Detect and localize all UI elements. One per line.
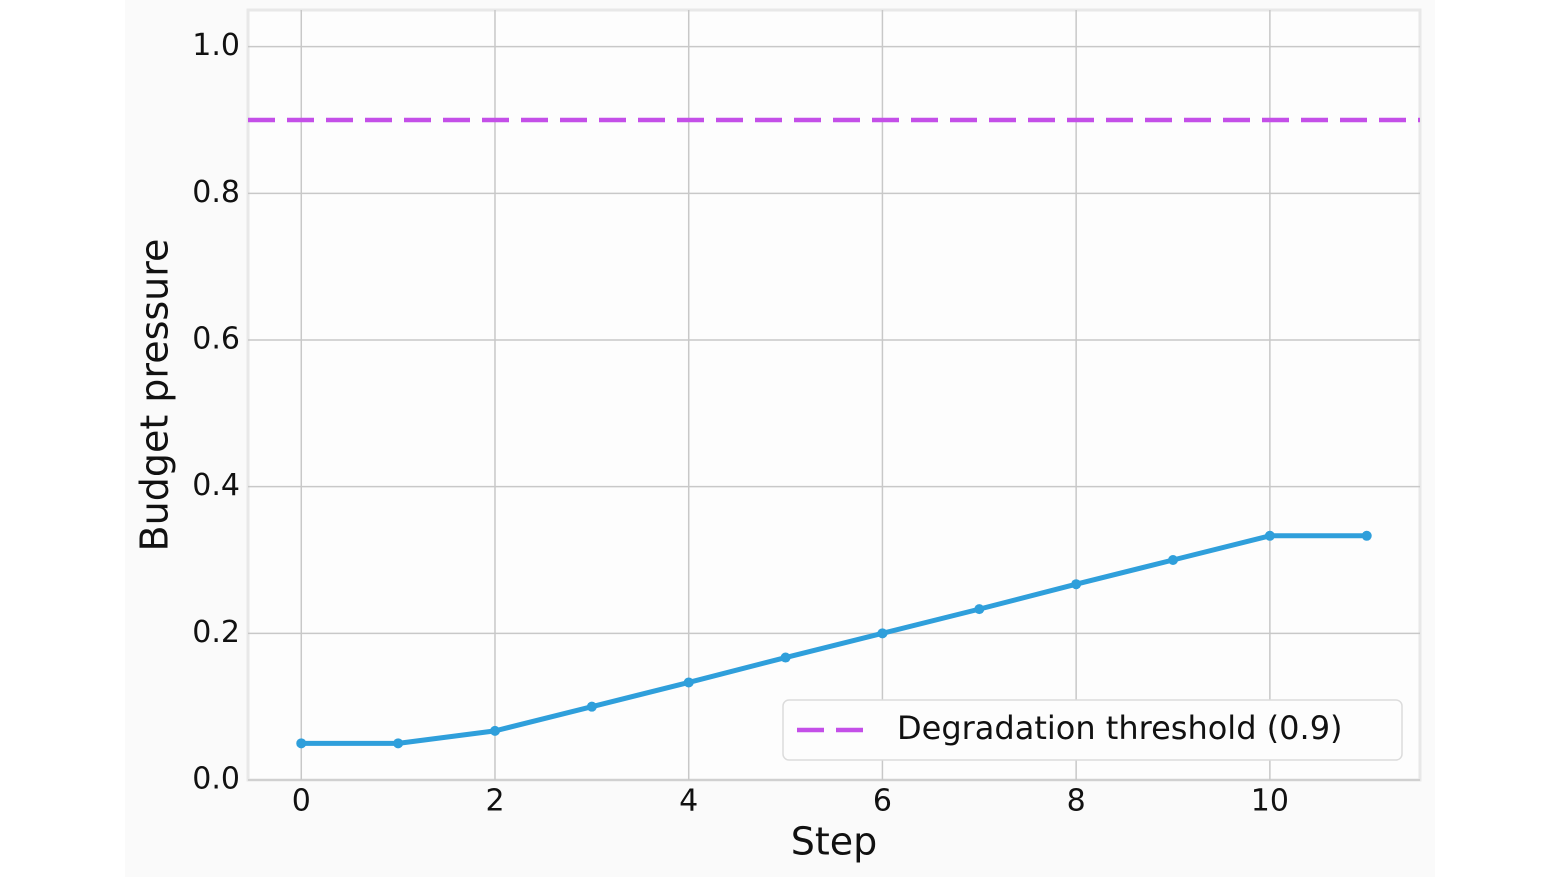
x-tick-label: 4: [679, 784, 698, 819]
data-point: [489, 725, 500, 736]
y-tick-label: 1.0: [192, 28, 240, 63]
data-point: [1168, 555, 1179, 565]
data-point: [296, 738, 307, 749]
y-tick-label: 0.0: [192, 762, 240, 797]
legend-box: [782, 699, 1403, 761]
y-tick-label: 0.8: [192, 175, 240, 210]
y-tick-label: 0.4: [192, 468, 240, 503]
data-point: [1361, 530, 1372, 541]
data-point: [780, 652, 791, 663]
data-point: [1264, 530, 1275, 541]
legend-label: Degradation threshold (0.9): [897, 709, 1343, 747]
data-point: [1071, 579, 1082, 590]
y-axis-label: Budget pressure: [133, 239, 177, 552]
data-point: [586, 701, 597, 712]
data-point: [683, 677, 694, 688]
x-tick-label: 0: [292, 784, 311, 819]
y-tick-label: 0.6: [192, 322, 240, 357]
x-tick-label: 10: [1251, 784, 1289, 819]
x-tick-label: 2: [485, 784, 504, 819]
data-point: [974, 604, 985, 615]
x-axis-label: Step: [791, 820, 878, 864]
y-tick-label: 0.2: [192, 615, 240, 650]
data-line: [301, 533, 1367, 746]
plot-area: [246, 8, 1422, 782]
x-tick-label: 8: [1067, 784, 1086, 819]
x-tick-label: 6: [873, 784, 892, 819]
data-point: [393, 738, 404, 749]
data-point: [877, 628, 888, 639]
